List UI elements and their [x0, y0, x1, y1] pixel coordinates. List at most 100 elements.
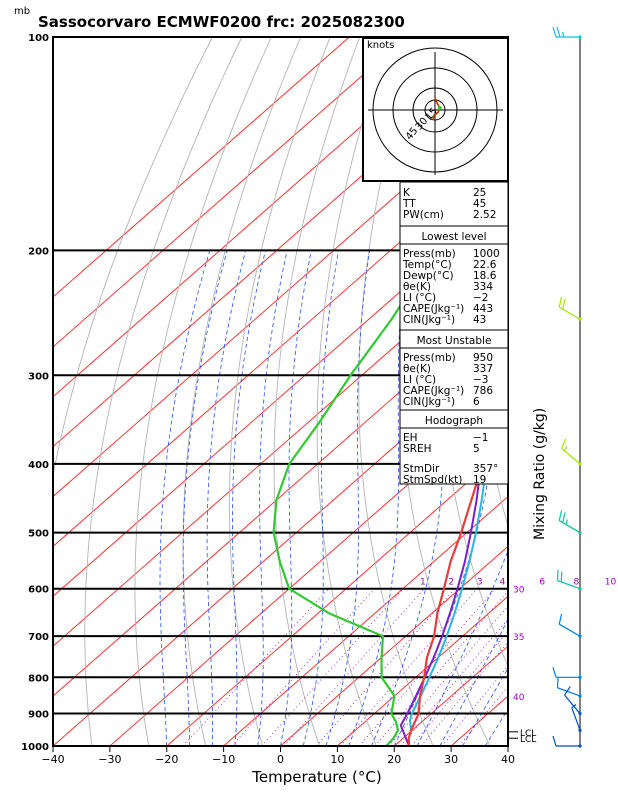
- lowest-level-value: 1000: [473, 248, 500, 260]
- dry-adiabat-line: [134, 37, 272, 746]
- wind-barb-flag: [552, 26, 557, 38]
- lowest-level-label: Temp(°C): [402, 259, 452, 271]
- lowest-level-value: 43: [473, 314, 486, 326]
- isotherm-line: [507, 745, 508, 746]
- mixing-ratio-label: 8: [574, 578, 580, 588]
- wind-barb-dot: [578, 587, 582, 591]
- hodograph-header: Hodograph: [425, 415, 483, 427]
- temperature-line: [407, 392, 508, 746]
- x-tick-label: −40: [41, 753, 64, 766]
- pressure-tick-label: 100: [28, 33, 49, 44]
- wind-barbs: [552, 26, 582, 748]
- mixing-ratio-line: [358, 588, 496, 746]
- mixing-ratio-label: 6: [539, 578, 545, 588]
- wind-barb-flag: [562, 512, 566, 523]
- mixing-ratio-label: 10: [605, 578, 617, 588]
- theta-e-label: 35: [513, 633, 524, 643]
- lowest-level-label: CIN(Jkg⁻¹): [403, 314, 455, 326]
- most-unstable-label: CIN(Jkg⁻¹): [403, 396, 455, 408]
- wind-barb-shaft: [571, 707, 581, 731]
- x-tick-label: 30: [444, 753, 458, 766]
- pressure-axis-ticks: 100 200 300 400 500 600 700 800 900 1000: [21, 33, 49, 753]
- mixing-ratio-label: 3: [477, 578, 483, 588]
- wind-barb-flag: [552, 735, 557, 747]
- wind-barb-flag: [561, 438, 567, 449]
- moist-adiabat-line: [416, 549, 508, 746]
- indices-block-hodograph: [399, 409, 509, 485]
- most-unstable-label: CAPE(Jkg⁻¹): [403, 385, 464, 397]
- lcl-label: LCL: [520, 735, 536, 745]
- isotherm-line: [223, 495, 508, 746]
- wind-barb-dot: [578, 634, 582, 638]
- mixing-ratio-axis-label: Mixing Ratio (g/kg): [532, 408, 548, 540]
- wind-barb-dot: [578, 530, 582, 535]
- isotherm-line: [53, 146, 508, 548]
- most-unstable-label: LI (°C): [403, 374, 436, 386]
- most-unstable-value: −3: [473, 374, 488, 386]
- isotherm-line: [53, 246, 508, 647]
- lowest-level-value: 18.6: [473, 270, 497, 282]
- isotherm-line: [53, 37, 407, 348]
- background-lines: [53, 37, 618, 746]
- mixing-ratio-label: 2: [448, 578, 454, 588]
- hodograph-trace: [432, 97, 441, 120]
- hodograph-index-value: −1: [473, 432, 488, 444]
- wind-barb-flag: [556, 570, 559, 581]
- dry-adiabat-line: [583, 37, 618, 746]
- most-unstable-label: θe(K): [403, 363, 431, 375]
- wind-barb-flag: [564, 686, 571, 696]
- dry-adiabat-line: [228, 37, 331, 746]
- moist-adiabat-line: [348, 250, 407, 746]
- basic-index-value: 45: [473, 198, 486, 210]
- wind-barb-dot: [578, 35, 582, 39]
- lowest-level-value: 334: [473, 281, 493, 293]
- wind-barb-flag: [556, 26, 561, 38]
- x-tick-label: −10: [212, 753, 235, 766]
- lowest-level-header: Lowest level: [421, 231, 486, 243]
- theta-e-label: 40: [513, 693, 525, 703]
- wind-barb-dot: [578, 711, 582, 716]
- lowest-level-label: Press(mb): [403, 248, 456, 260]
- wind-barb-half-flag: [561, 31, 565, 38]
- dewpoint-line: [272, 135, 508, 746]
- hodograph-unit: knots: [367, 40, 394, 51]
- x-tick-label: 10: [330, 753, 344, 766]
- mixing-ratio-labels: 1234681012141618202530: [420, 578, 617, 588]
- wind-barb-flag: [560, 571, 563, 582]
- isotherm-line: [53, 346, 508, 746]
- pressure-tick-label: 600: [28, 585, 49, 596]
- mixing-ratio-line: [283, 588, 425, 746]
- most-unstable-label: Press(mb): [403, 352, 456, 364]
- moist-adiabat-line: [280, 250, 312, 746]
- wind-barb-dot: [578, 694, 582, 698]
- mixing-ratio-line: [182, 588, 329, 746]
- wind-barb-dot: [578, 744, 582, 748]
- y-unit-label: mb: [14, 6, 30, 17]
- mixing-ratio-line: [316, 588, 456, 746]
- lowest-level-label: CAPE(Jkg⁻¹): [403, 303, 464, 315]
- storm-motion-value: 19: [473, 474, 486, 486]
- wind-barb-dot: [578, 675, 582, 679]
- moist-adiabat-line: [302, 250, 339, 746]
- isotherm-line: [109, 396, 508, 746]
- wind-barb-flag: [558, 613, 563, 625]
- x-tick-label: 0: [277, 753, 284, 766]
- storm-motion-label: StmDir: [403, 463, 440, 475]
- lowest-level-label: LI (°C): [403, 292, 436, 304]
- storm-motion-value: 357°: [473, 463, 498, 475]
- isotherm-line: [337, 595, 508, 746]
- moist-adiabat-line: [507, 745, 508, 746]
- indices-table: K 25 TT 45 PW(cm) 2.52 Lowest level Press(mb) 10…: [399, 181, 509, 486]
- lowest-level-label: Dewp(°C): [403, 270, 454, 282]
- storm-motion-marker: [437, 106, 442, 110]
- hodograph-index-label: EH: [403, 432, 418, 444]
- wind-barb-half-flag: [571, 704, 577, 709]
- basic-index-label: TT: [402, 198, 416, 210]
- mixing-ratio-label: 4: [500, 578, 506, 588]
- wind-barb-dot: [578, 462, 582, 466]
- hodograph-ring: [412, 87, 458, 133]
- wind-barb-dot: [578, 728, 582, 732]
- wind-barb-flag: [558, 510, 563, 521]
